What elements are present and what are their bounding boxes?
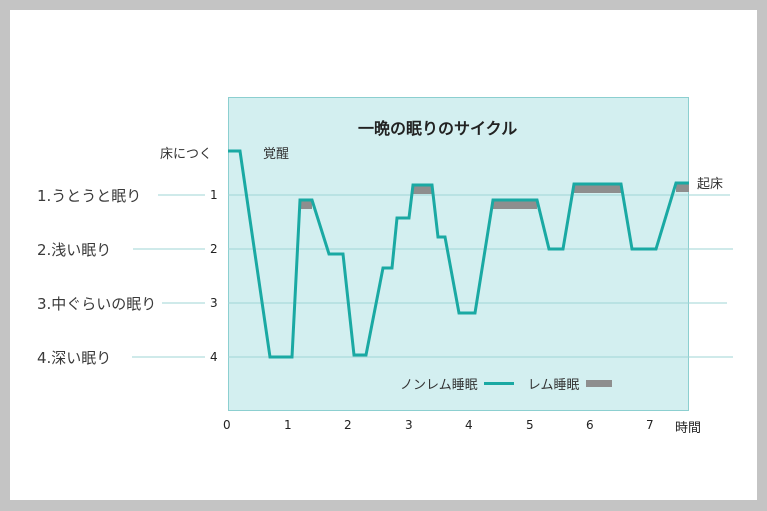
annotation-awake: 覚醒: [263, 147, 290, 162]
legend-rem-swatch: [585, 380, 612, 387]
nonrem-line: [228, 149, 689, 359]
x-tick-7: 7: [646, 418, 654, 432]
annotation-wake-up: 起床: [697, 177, 724, 192]
x-tick-5: 5: [526, 418, 534, 432]
x-tick-4: 4: [465, 418, 473, 432]
x-tick-3: 3: [405, 418, 413, 432]
legend: ノンレム睡眠 レム睡眠: [400, 374, 612, 393]
plot-area: [228, 97, 689, 411]
level-number-1: 1: [210, 188, 218, 202]
legend-rem-label: レム睡眠: [527, 378, 580, 393]
legend-nonrem-swatch: [483, 382, 514, 385]
x-tick-6: 6: [586, 418, 594, 432]
level-label-1: 1.うとうと眠り: [37, 187, 142, 205]
level-number-2: 2: [210, 242, 218, 256]
level-label-2: 2.浅い眠り: [37, 241, 112, 259]
chart-title: 一晩の眠りのサイクル: [358, 119, 518, 138]
annotation-bed: 床につく: [160, 147, 213, 162]
level-number-3: 3: [210, 296, 218, 310]
legend-nonrem-label: ノンレム睡眠: [400, 378, 478, 393]
x-tick-2: 2: [344, 418, 352, 432]
x-axis-unit: 時間: [675, 421, 702, 436]
x-tick-1: 1: [284, 418, 292, 432]
x-tick-0: 0: [223, 418, 231, 432]
level-number-4: 4: [210, 350, 218, 364]
gridlines: [132, 194, 733, 358]
rem-bars: [300, 184, 689, 209]
level-label-3: 3.中ぐらいの眠り: [37, 295, 157, 313]
level-label-4: 4.深い眠り: [37, 349, 112, 367]
